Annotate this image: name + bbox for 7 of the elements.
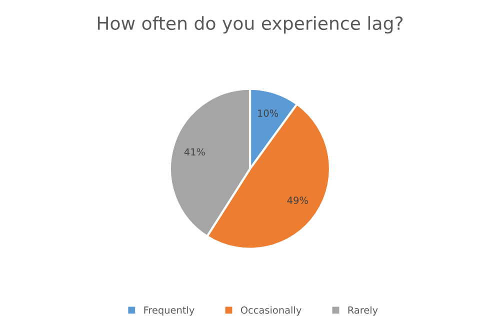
- legend-label: Frequently: [144, 306, 194, 316]
- data-label: 49%: [287, 196, 308, 204]
- legend-label: Rarely: [348, 306, 378, 316]
- legend-label: Occasionally: [240, 306, 302, 316]
- data-label: 41%: [184, 148, 205, 156]
- data-label: 10%: [258, 109, 278, 117]
- chart-title: How often do you experience lag?: [98, 16, 403, 34]
